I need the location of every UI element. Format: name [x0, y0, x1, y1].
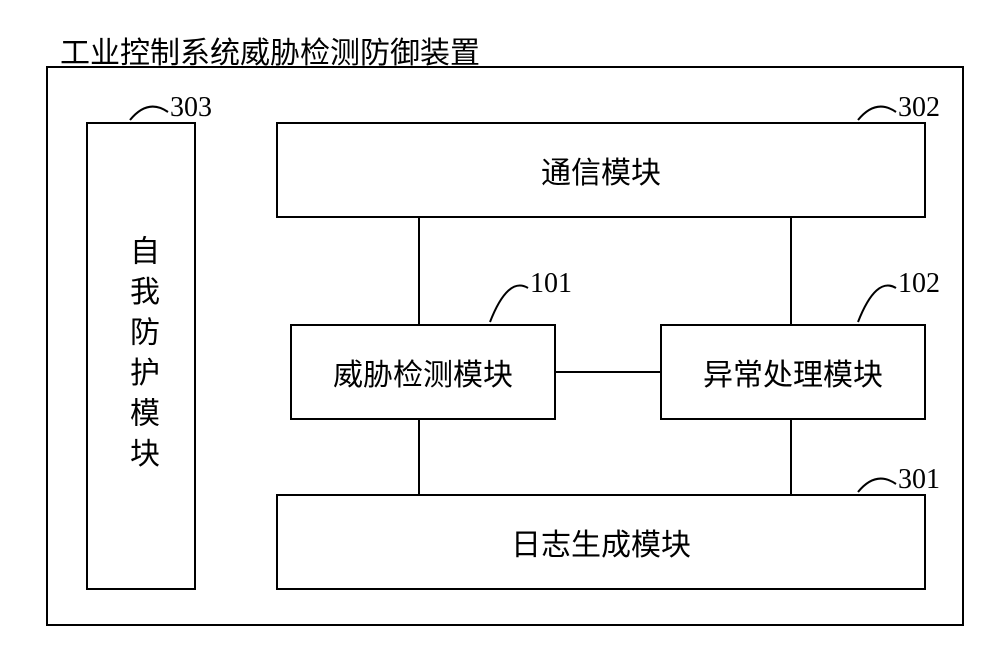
callout-101: 101 [530, 268, 572, 300]
callout-302: 302 [898, 92, 940, 124]
callout-301: 301 [898, 464, 940, 496]
callout-303: 303 [170, 92, 212, 124]
diagram-canvas: 工业控制系统威胁检测防御装置 自我防护模块 通信模块 威胁检测模块 异常处理模块… [0, 0, 1000, 668]
leader-log-gen [0, 0, 1000, 668]
callout-102: 102 [898, 268, 940, 300]
